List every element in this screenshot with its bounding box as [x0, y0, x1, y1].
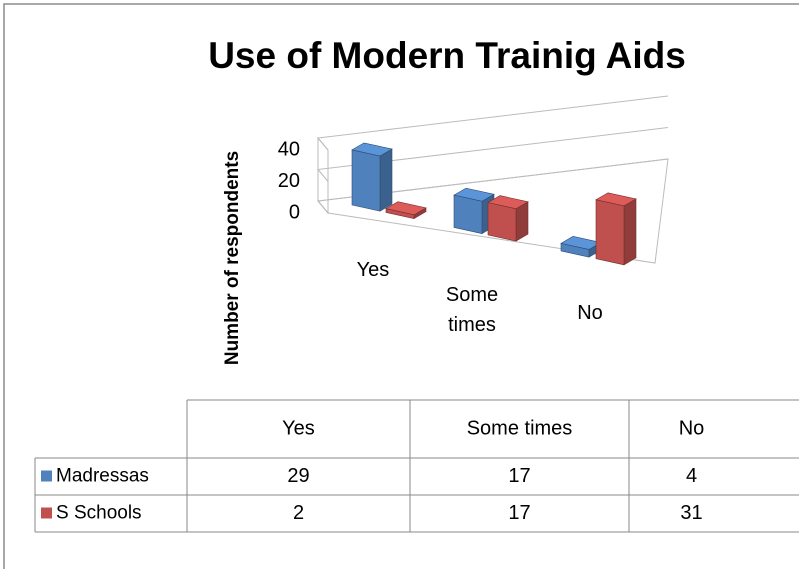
bar: [487, 195, 529, 242]
table-value: 2: [293, 502, 304, 524]
y-tick-label: 0: [289, 201, 300, 223]
bar: [595, 192, 637, 266]
table-value: 17: [508, 502, 530, 524]
x-tick-label: Some times: [445, 284, 499, 336]
table-value: 31: [680, 502, 702, 524]
y-tick-label: 40: [278, 138, 300, 160]
table-header: Some times: [467, 417, 573, 439]
table-header: No: [679, 417, 705, 439]
bar-side: [623, 198, 637, 266]
table-value: 29: [287, 465, 309, 487]
legend-swatch: [41, 470, 52, 482]
bar-front: [487, 202, 517, 242]
chart-title: Use of Modern Trainig Aids: [208, 35, 686, 76]
table-header: Yes: [282, 417, 315, 439]
grid-line: [317, 127, 669, 182]
grid-line: [317, 95, 669, 151]
bar-front: [385, 208, 415, 220]
y-tick-label: 20: [278, 170, 300, 192]
x-tick-label: No: [577, 302, 603, 324]
bar-front: [453, 194, 483, 234]
table-value: 4: [686, 465, 697, 487]
bar-front: [351, 149, 381, 212]
bar-side: [379, 148, 393, 212]
x-tick-label: Yes: [356, 259, 390, 281]
bar: [351, 142, 393, 212]
bar-front: [595, 199, 625, 266]
y-axis-label: Number of respondents: [222, 151, 243, 365]
grid-line: [317, 158, 669, 214]
bar: [385, 201, 427, 220]
legend-label: S Schools: [56, 503, 142, 524]
legend-swatch: [41, 507, 52, 519]
chart-frame: [3, 3, 799, 569]
legend-label: Madressas: [56, 466, 149, 487]
table-value: 17: [508, 465, 530, 487]
bar-front: [560, 243, 590, 258]
bar: [560, 236, 602, 258]
